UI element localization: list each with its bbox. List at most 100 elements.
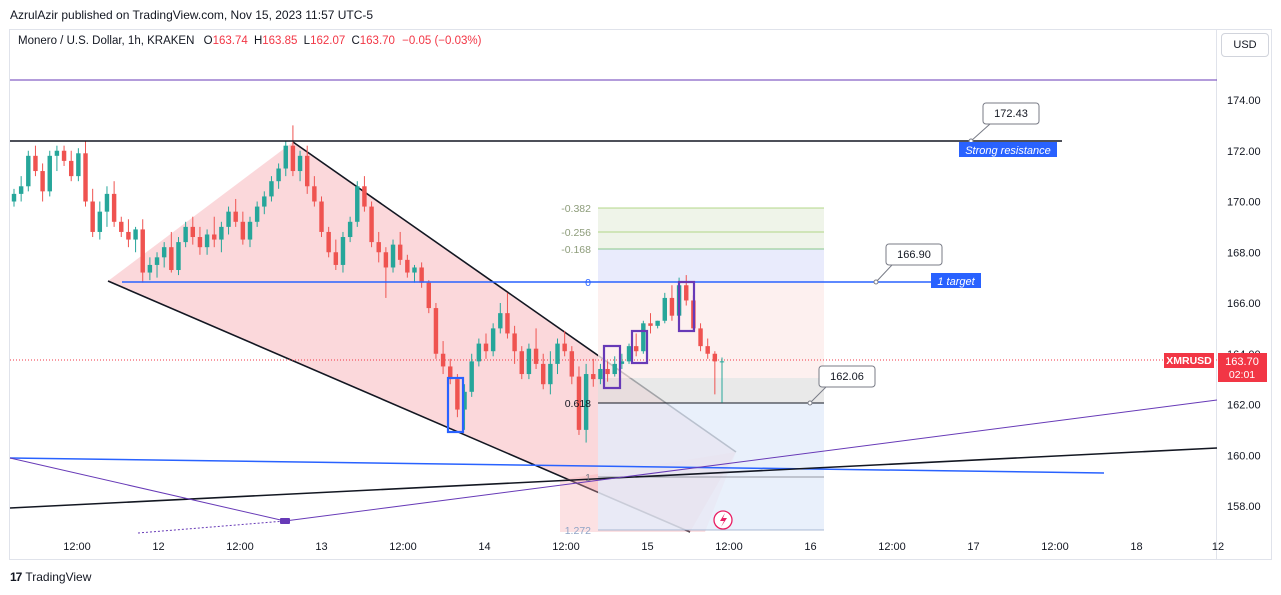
candle-body — [612, 363, 617, 375]
axis-labels: 174.00172.00170.00168.00166.00164.00162.… — [63, 95, 1260, 553]
candle-body — [569, 351, 575, 377]
candle-body — [119, 221, 124, 232]
candle-body — [619, 361, 625, 364]
candle-body — [262, 196, 267, 207]
candle-body — [297, 155, 303, 172]
candle-body — [440, 353, 446, 367]
x-tick-label: 12:00 — [1041, 541, 1069, 553]
candle-body — [376, 242, 381, 253]
purple-anchor[interactable] — [280, 518, 290, 524]
candle-body — [240, 221, 246, 240]
candle-body — [605, 368, 610, 375]
blue-trend-line[interactable] — [9, 457, 1105, 474]
highlight-box-blue[interactable] — [446, 376, 465, 434]
candle-body — [26, 155, 31, 187]
publisher-line: AzrulAzir published on TradingView.com, … — [10, 8, 374, 22]
candle-body — [68, 160, 74, 177]
fib-label--0.382: -0.382 — [561, 203, 591, 215]
candle-body — [655, 320, 660, 326]
candle-body — [462, 391, 467, 410]
candle-body — [719, 361, 725, 363]
currency-button[interactable]: USD — [1221, 33, 1269, 57]
candles — [11, 125, 725, 443]
fib-label-1: 1 — [585, 472, 591, 484]
highlight-box-purple-2[interactable] — [630, 329, 649, 365]
candle-body — [147, 264, 153, 273]
chart-pane[interactable] — [9, 29, 1217, 560]
candle-body — [705, 346, 710, 354]
candle-body — [533, 348, 539, 364]
high-label: H — [253, 35, 263, 47]
target-callout-text: 166.90 — [897, 249, 931, 261]
candle-body — [154, 257, 160, 265]
support-callout-text: 162.06 — [830, 371, 864, 383]
support-callout-anchor[interactable] — [807, 400, 813, 406]
candle-body — [269, 181, 274, 197]
highlight-box-purple-1[interactable] — [602, 344, 622, 390]
purple-dotted-line[interactable] — [137, 520, 286, 534]
fib-zone-gray — [598, 378, 824, 403]
target-callout-anchor[interactable] — [873, 279, 879, 285]
target-tag[interactable] — [931, 273, 981, 288]
x-tick-label: 15 — [641, 541, 653, 553]
tradingview-brand-text: TradingView — [25, 570, 92, 584]
candle-body — [76, 153, 81, 177]
candle-body — [505, 313, 510, 334]
candle-body — [362, 186, 367, 207]
x-tick-label: 12:00 — [715, 541, 743, 553]
candle-body — [684, 285, 689, 301]
candle-body — [641, 323, 646, 352]
open-value: 163.74 — [212, 35, 248, 47]
purple-rising-line[interactable] — [284, 399, 1218, 522]
candle-body — [712, 353, 718, 362]
candle-body — [90, 201, 95, 232]
price-axis[interactable] — [1217, 29, 1272, 560]
symbol-title: Monero / U.S. Dollar, 1h, KRAKEN — [18, 35, 195, 47]
strong-resistance-text: Strong resistance — [965, 145, 1051, 157]
candle-body — [347, 221, 353, 238]
candle-body — [83, 153, 88, 202]
x-tick-label: 12:00 — [552, 541, 580, 553]
highlight-box-purple-3[interactable] — [677, 280, 696, 333]
candle-body — [18, 186, 24, 194]
candle-body — [326, 231, 331, 253]
candle-body — [290, 145, 296, 172]
y-tick-label: 162.00 — [1227, 400, 1261, 412]
candle-body — [633, 346, 639, 352]
channel-lower-line[interactable] — [107, 280, 691, 533]
candle-body — [126, 231, 131, 240]
support-callout-leader — [809, 386, 827, 404]
candle-body — [483, 343, 489, 352]
close-value: 163.70 — [359, 35, 395, 47]
candle-body — [519, 351, 524, 375]
support-callout-box[interactable] — [818, 365, 876, 388]
fib-zone-extension — [598, 208, 824, 249]
candle-body — [562, 343, 567, 352]
candle-body — [61, 150, 67, 161]
x-tick-label: 12:00 — [63, 541, 91, 553]
overlay-drawings: 172.43 166.90 162.06 Strong resistance 1… — [10, 102, 1267, 537]
candle-body — [247, 221, 253, 240]
candle-body — [212, 234, 217, 240]
candle-body — [669, 297, 675, 316]
symbol-price-tag-text: XMRUSD — [1166, 355, 1212, 367]
fib-label--0.168: -0.168 — [561, 244, 591, 256]
candle-body — [498, 313, 503, 329]
y-tick-label: 166.00 — [1227, 298, 1261, 310]
footer-brand[interactable]: 17 TradingView — [10, 570, 91, 584]
candle-body — [33, 155, 38, 172]
candle-body — [133, 229, 138, 240]
symbol-legend: Monero / U.S. Dollar, 1h, KRAKEN O163.74… — [18, 35, 481, 47]
x-tick-label: 14 — [478, 541, 490, 553]
candle-body — [383, 252, 389, 268]
last-price-value: 163.70 — [1225, 356, 1259, 368]
resistance-callout-box[interactable] — [982, 102, 1040, 125]
strong-resistance-tag[interactable] — [959, 142, 1057, 157]
candle-body — [233, 211, 238, 222]
target-callout-box[interactable] — [885, 243, 943, 266]
x-tick-label: 12:00 — [226, 541, 254, 553]
fib-label-1.272: 1.272 — [565, 525, 591, 537]
purple-connector-line[interactable] — [9, 457, 286, 522]
candle-body — [390, 244, 396, 268]
